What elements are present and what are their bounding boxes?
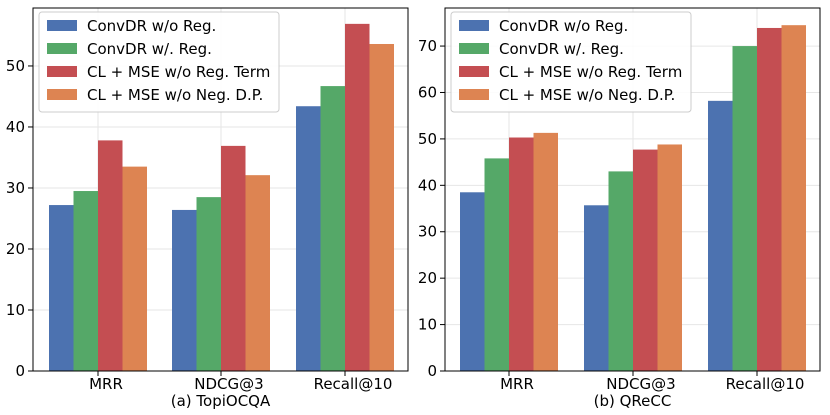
bar-4-recall-10 xyxy=(781,25,806,371)
y-tick-label: 10 xyxy=(418,316,437,334)
legend-label: CL + MSE w/o Reg. Term xyxy=(87,63,270,81)
x-tick-label: Recall@10 xyxy=(726,375,805,393)
legend-label: ConvDR w/. Reg. xyxy=(499,40,624,58)
y-tick-label: 60 xyxy=(418,83,437,101)
legend-box xyxy=(450,11,692,113)
bar-2-mrr xyxy=(73,191,98,371)
bar-2-recall-10 xyxy=(732,46,757,372)
bar-4-mrr xyxy=(533,132,558,371)
bar-1-recall-10 xyxy=(296,106,321,372)
y-tick-label: 70 xyxy=(418,37,437,55)
legend: ConvDR w/o Reg. ConvDR w/. Reg. CL + MSE w… xyxy=(450,11,692,113)
legend-label: CL + MSE w/o Neg. D.P. xyxy=(499,86,675,104)
bar-3-recall-10 xyxy=(757,27,782,371)
x-tick-label: MRR xyxy=(500,375,534,393)
legend-box xyxy=(38,11,280,113)
chart-caption: (a) TopiOCQA xyxy=(171,392,271,410)
y-tick-label: 30 xyxy=(6,179,25,197)
bar-4-ndcg-3 xyxy=(245,175,270,371)
y-tick-label: 30 xyxy=(418,223,437,241)
legend-swatch xyxy=(459,43,489,54)
legend-swatch xyxy=(459,89,489,100)
bar-3-mrr xyxy=(509,137,534,371)
legend-swatch xyxy=(47,43,77,54)
bar-3-ndcg-3 xyxy=(221,145,246,371)
axes-frame xyxy=(32,7,409,372)
y-tick-label: 50 xyxy=(6,57,25,75)
legend-swatch xyxy=(47,89,77,100)
axes-frame xyxy=(444,7,821,372)
bar-2-ndcg-3 xyxy=(196,197,221,371)
bar-3-ndcg-3 xyxy=(633,149,658,371)
legend-label: CL + MSE w/o Reg. Term xyxy=(499,63,682,81)
y-tick-label: 20 xyxy=(6,240,25,258)
bar-4-recall-10 xyxy=(369,43,394,371)
x-tick-label: Recall@10 xyxy=(314,375,393,393)
legend-label: ConvDR w/. Reg. xyxy=(87,40,212,58)
bar-2-ndcg-3 xyxy=(608,171,633,371)
y-tick-label: 40 xyxy=(6,118,25,136)
legend-label: CL + MSE w/o Neg. D.P. xyxy=(87,86,263,104)
chart-caption: (b) QReCC xyxy=(594,392,672,410)
bar-1-ndcg-3 xyxy=(172,209,197,371)
legend: ConvDR w/o Reg. ConvDR w/. Reg. CL + MSE w… xyxy=(38,11,280,113)
legend-label: ConvDR w/o Reg. xyxy=(87,17,216,35)
bar-2-recall-10 xyxy=(320,86,345,371)
y-tick-label: 0 xyxy=(427,362,437,380)
bar-1-ndcg-3 xyxy=(584,205,609,371)
chart-panel-1: 0 10 20 30 40 50 MRR NDCG@3 Recall@10 (a) TopiOCQ… xyxy=(6,7,409,410)
bar-4-mrr xyxy=(122,166,147,371)
legend-swatch xyxy=(459,20,489,31)
bar-3-mrr xyxy=(98,140,123,371)
bar-2-mrr xyxy=(484,158,509,371)
y-tick-label: 0 xyxy=(15,362,25,380)
bar-4-ndcg-3 xyxy=(657,144,682,371)
y-tick-label: 10 xyxy=(6,301,25,319)
x-tick-label: NDCG@3 xyxy=(194,375,263,393)
y-tick-label: 40 xyxy=(418,176,437,194)
y-tick-label: 20 xyxy=(418,269,437,287)
legend-label: ConvDR w/o Reg. xyxy=(499,17,628,35)
y-tick-label: 50 xyxy=(418,130,437,148)
legend-swatch xyxy=(459,66,489,77)
bar-3-recall-10 xyxy=(345,23,370,372)
x-tick-label: NDCG@3 xyxy=(606,375,675,393)
bar-1-mrr xyxy=(49,205,74,371)
legend-swatch xyxy=(47,20,77,31)
bar-1-mrr xyxy=(460,192,485,371)
chart-panel-2: 0 10 20 30 40 50 60 70 MRR NDCG@3 Recall@10 (b) QRe… xyxy=(418,7,821,410)
legend-swatch xyxy=(47,66,77,77)
x-tick-label: MRR xyxy=(89,375,123,393)
bar-1-recall-10 xyxy=(708,100,733,372)
